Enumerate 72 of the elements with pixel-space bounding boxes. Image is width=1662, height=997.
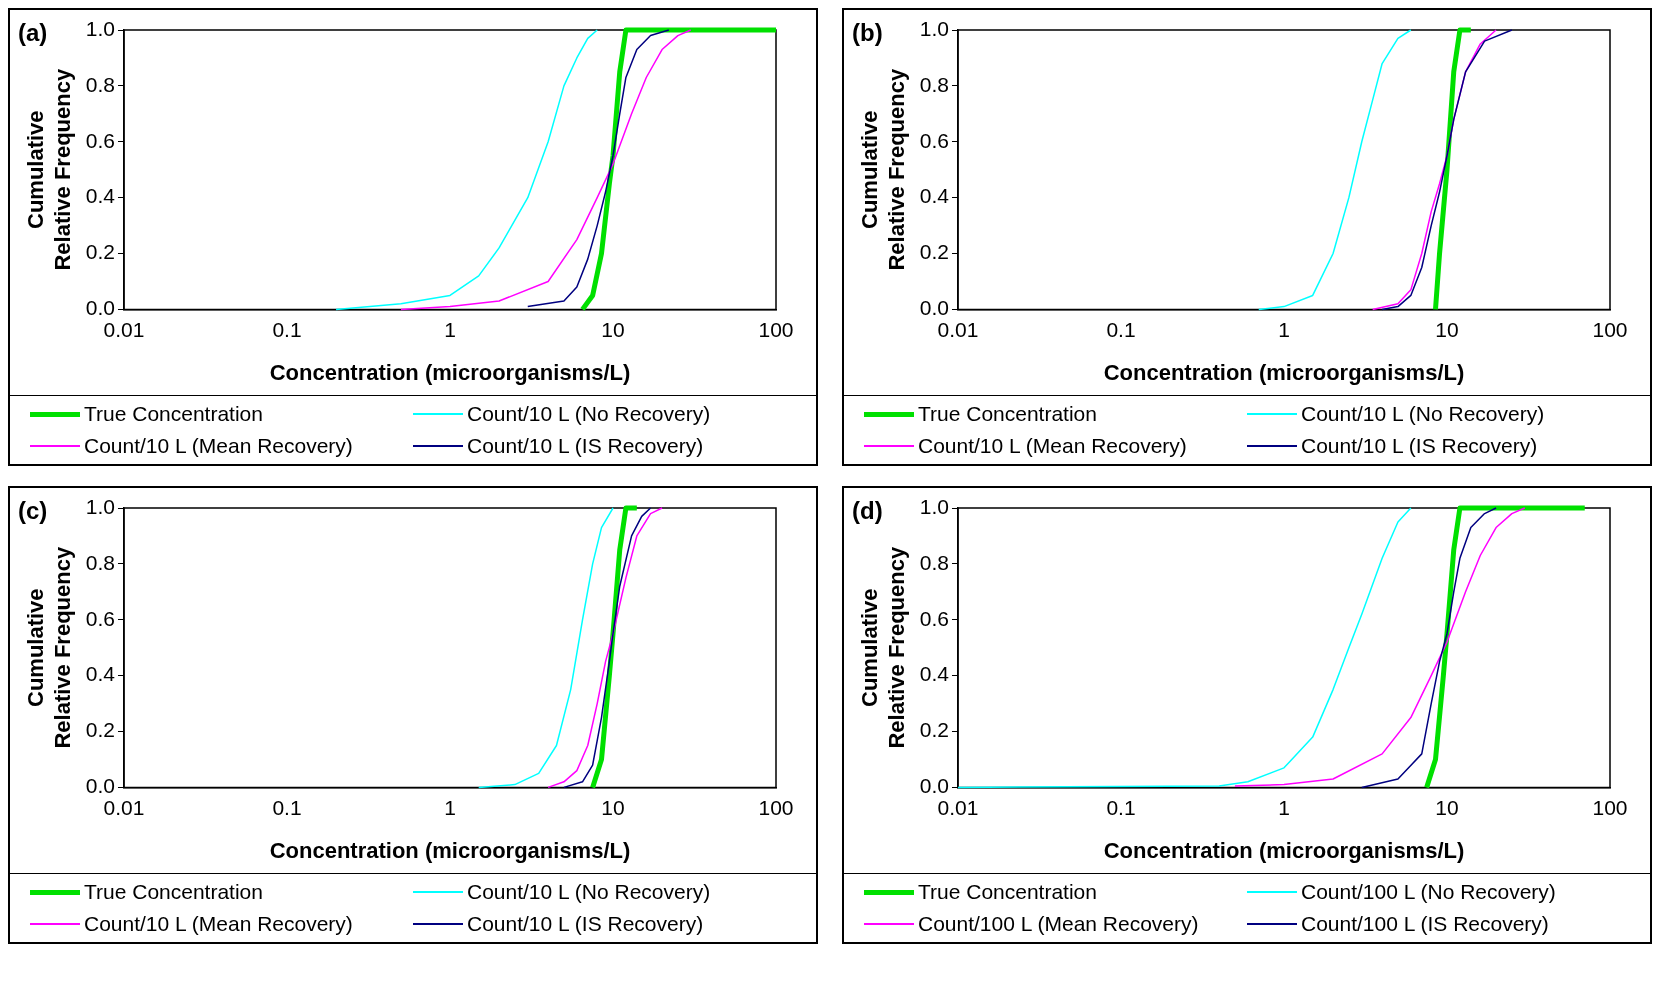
x-tick-label: 0.1 bbox=[272, 317, 302, 341]
legend-label: Count/10 L (IS Recovery) bbox=[467, 912, 704, 936]
x-tick-label: 100 bbox=[1592, 795, 1628, 819]
x-tick-label: 1 bbox=[444, 317, 456, 341]
y-tick-label: 1.0 bbox=[919, 494, 949, 518]
legend-label: True Concentration bbox=[918, 402, 1097, 426]
y-tick-label: 0.2 bbox=[85, 718, 115, 742]
legend-label: Count/10 L (Mean Recovery) bbox=[84, 434, 353, 458]
y-tick-label: 1.0 bbox=[919, 16, 949, 40]
x-tick-label: 0.1 bbox=[1106, 795, 1136, 819]
y-tick-label: 0.0 bbox=[919, 296, 949, 320]
x-tick-label: 1 bbox=[444, 795, 456, 819]
y-tick-label: 1.0 bbox=[85, 494, 115, 518]
x-tick-label: 0.1 bbox=[1106, 317, 1136, 341]
legend-label: Count/10 L (IS Recovery) bbox=[467, 434, 704, 458]
x-tick-label: 1 bbox=[1278, 795, 1290, 819]
y-tick-label: 0.4 bbox=[85, 662, 116, 686]
y-tick-label: 0.8 bbox=[85, 72, 115, 96]
x-axis-title: Concentration (microorganisms/L) bbox=[269, 359, 631, 385]
x-axis-title: Concentration (microorganisms/L) bbox=[269, 837, 631, 863]
legend-label: True Concentration bbox=[84, 880, 263, 904]
x-tick-label: 10 bbox=[601, 317, 625, 341]
legend-label: Count/100 L (IS Recovery) bbox=[1301, 912, 1549, 936]
legend-label: True Concentration bbox=[84, 402, 263, 426]
legend-label: Count/10 L (Mean Recovery) bbox=[84, 912, 353, 936]
y-tick-label: 0.8 bbox=[85, 550, 115, 574]
x-tick-label: 0.01 bbox=[937, 317, 979, 341]
y-tick-label: 0.6 bbox=[85, 606, 115, 630]
y-tick-label: 0.2 bbox=[85, 240, 115, 264]
y-tick-label: 0.8 bbox=[919, 72, 949, 96]
legend-label: Count/10 L (No Recovery) bbox=[467, 402, 711, 426]
x-tick-label: 10 bbox=[1435, 317, 1459, 341]
text: (d) bbox=[852, 496, 883, 524]
x-tick-label: 0.01 bbox=[103, 317, 145, 341]
y-tick-label: 0.0 bbox=[85, 774, 115, 798]
x-tick-label: 1 bbox=[1278, 317, 1290, 341]
y-tick-label: 0.6 bbox=[85, 128, 115, 152]
legend-label: Count/10 L (Mean Recovery) bbox=[918, 434, 1187, 458]
text: (a) bbox=[18, 18, 48, 46]
x-axis-title: Concentration (microorganisms/L) bbox=[1103, 359, 1465, 385]
y-tick-label: 0.0 bbox=[919, 774, 949, 798]
legend-label: Count/10 L (No Recovery) bbox=[467, 880, 711, 904]
y-tick-label: 0.0 bbox=[85, 296, 115, 320]
y-axis-title: Cumulative Relative Frequency bbox=[857, 546, 909, 749]
y-tick-label: 0.2 bbox=[919, 718, 949, 742]
text: (c) bbox=[18, 496, 48, 524]
x-tick-label: 100 bbox=[1592, 317, 1628, 341]
x-tick-label: 0.01 bbox=[103, 795, 145, 819]
legend-label: Count/10 L (No Recovery) bbox=[1301, 402, 1545, 426]
x-tick-label: 0.01 bbox=[937, 795, 979, 819]
y-axis-title: Cumulative Relative Frequency bbox=[857, 68, 909, 271]
x-tick-label: 10 bbox=[1435, 795, 1459, 819]
y-tick-label: 0.6 bbox=[919, 606, 949, 630]
x-tick-label: 100 bbox=[758, 795, 794, 819]
x-tick-label: 100 bbox=[758, 317, 794, 341]
y-tick-label: 0.2 bbox=[919, 240, 949, 264]
y-axis-title: Cumulative Relative Frequency bbox=[23, 68, 75, 271]
y-tick-label: 1.0 bbox=[85, 16, 115, 40]
y-tick-label: 0.4 bbox=[919, 662, 950, 686]
legend-label: True Concentration bbox=[918, 880, 1097, 904]
text: (b) bbox=[852, 18, 883, 46]
x-tick-label: 0.1 bbox=[272, 795, 302, 819]
x-tick-label: 10 bbox=[601, 795, 625, 819]
legend-label: Count/10 L (IS Recovery) bbox=[1301, 434, 1538, 458]
legend-label: Count/100 L (Mean Recovery) bbox=[918, 912, 1199, 936]
y-tick-label: 0.8 bbox=[919, 550, 949, 574]
x-axis-title: Concentration (microorganisms/L) bbox=[1103, 837, 1465, 863]
y-tick-label: 0.4 bbox=[85, 184, 116, 208]
y-tick-label: 0.6 bbox=[919, 128, 949, 152]
y-tick-label: 0.4 bbox=[919, 184, 950, 208]
legend-label: Count/100 L (No Recovery) bbox=[1301, 880, 1556, 904]
y-axis-title: Cumulative Relative Frequency bbox=[23, 546, 75, 749]
